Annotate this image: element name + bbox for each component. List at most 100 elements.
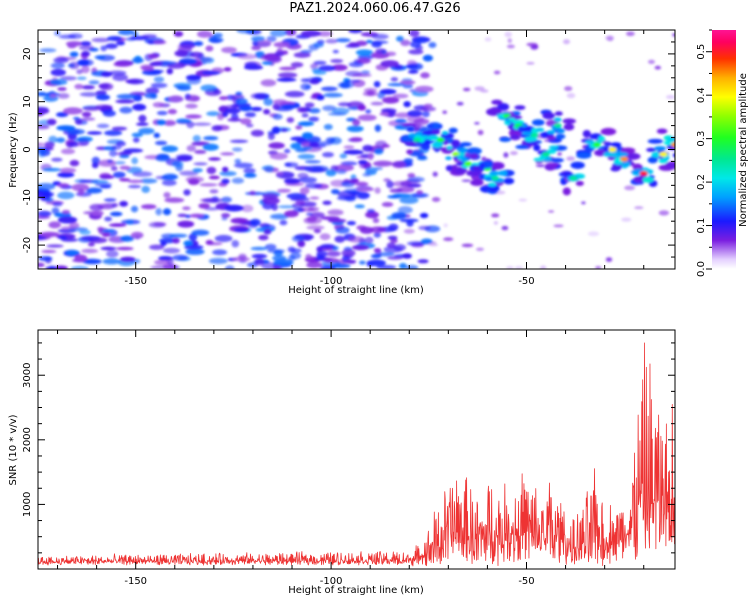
- spectrogram-noise-cell: [335, 226, 350, 234]
- spectrogram-noise-cell: [185, 103, 198, 109]
- spectrogram-noise-cell: [155, 140, 168, 146]
- spectrogram-signal-cell: [469, 153, 479, 159]
- spectrogram-noise-cell: [370, 254, 382, 259]
- spectrogram-noise-cell: [310, 63, 318, 70]
- spectrogram-noise-cell: [322, 200, 332, 205]
- spectrogram-noise-cell: [474, 122, 480, 125]
- spectrogram-signal-cell: [562, 118, 576, 124]
- spectrogram-noise-cell: [407, 173, 416, 178]
- spectrogram-noise-cell: [130, 205, 139, 213]
- spectrogram-signal-cell: [503, 177, 515, 185]
- spectrogram-noise-cell: [230, 217, 247, 224]
- spectrogram-noise-cell: [231, 240, 240, 248]
- spectrogram-noise-cell: [192, 168, 203, 173]
- spectrogram-noise-cell: [346, 221, 356, 226]
- spectrogram-noise-cell: [414, 85, 434, 93]
- spectrogram-noise-cell: [42, 168, 62, 172]
- spectrogram-noise-cell: [266, 35, 277, 43]
- spectrogram-noise-cell: [386, 180, 394, 189]
- spectrogram-noise-cell: [272, 265, 282, 269]
- spectrogram-noise-cell: [199, 183, 218, 187]
- spectrogram-noise-cell: [341, 249, 356, 257]
- spectrogram-noise-cell: [356, 186, 374, 192]
- snr-x-tick-label: -100: [320, 576, 343, 587]
- spectrogram-noise-cell: [387, 256, 403, 260]
- spectrogram-noise-cell: [58, 34, 76, 39]
- spectrogram-noise-cell: [63, 107, 83, 115]
- spectrogram-noise-cell: [69, 141, 79, 148]
- snr-y-tick-label: 2000: [22, 427, 33, 452]
- spectrogram-noise-cell: [81, 51, 91, 57]
- spectrogram-noise-cell: [358, 160, 368, 165]
- spectrogram-signal-cell: [554, 111, 563, 116]
- spectrogram-signal-peak: [491, 175, 500, 181]
- spectrogram-noise-cell: [320, 243, 336, 249]
- spectrogram-noise-cell: [297, 240, 306, 248]
- spectrogram-noise-cell: [213, 32, 223, 38]
- spectrogram-noise-cell: [186, 145, 197, 152]
- spectrogram-noise-cell: [391, 212, 407, 220]
- spectrogram-noise-cell: [138, 114, 147, 123]
- spectrogram-signal-peak: [569, 175, 578, 181]
- spectrogram-noise-cell: [626, 31, 635, 37]
- spectrogram-noise-cell: [268, 142, 285, 149]
- spectrogram-noise-cell: [104, 130, 123, 136]
- spectrogram-noise-cell: [418, 225, 432, 231]
- spectrogram-noise-cell: [416, 37, 428, 44]
- spectrogram-signal-cell: [479, 162, 486, 170]
- spectrogram-noise-cell: [119, 106, 133, 114]
- spectrogram-signal-cell: [445, 156, 452, 161]
- spectrogram-signal-cell: [642, 176, 654, 183]
- spectrogram-noise-cell: [284, 210, 299, 218]
- spectrogram-noise-cell: [177, 220, 195, 228]
- spectrogram-noise-cell: [267, 132, 275, 141]
- spectrogram-noise-cell: [272, 103, 280, 110]
- spectrogram-signal-cell: [470, 179, 484, 187]
- spectrogram-signal-cell: [658, 158, 668, 164]
- spectrogram-noise-cell: [131, 31, 139, 37]
- spectrogram-signal-cell: [682, 139, 691, 143]
- spectrogram-noise-cell: [373, 232, 381, 238]
- spectrogram-signal-cell: [545, 162, 559, 167]
- spectrogram-noise-cell: [309, 196, 320, 200]
- spectrogram-noise-cell: [136, 122, 149, 126]
- spectrogram-signal-cell: [542, 112, 555, 120]
- spectrogram-noise-cell: [325, 137, 336, 144]
- spectrogram-noise-cell: [99, 175, 115, 179]
- spectrogram-noise-cell: [461, 243, 474, 248]
- colorbar: 0.0 0.1 0.2 0.3 0.4 0.5 Normalized spectral a…: [696, 29, 749, 277]
- spectrogram-noise-cell: [240, 105, 253, 112]
- spectrogram-signal-cell: [679, 145, 688, 153]
- spectrogram-noise-cell: [274, 50, 285, 57]
- spectrogram-noise-cell: [245, 123, 254, 128]
- spectrogram-noise-cell: [388, 223, 399, 231]
- spectrogram-noise-cell: [634, 206, 644, 210]
- spectrogram-noise-cell: [153, 132, 160, 138]
- spectrogram-noise-cell: [346, 125, 364, 132]
- spectrogram-noise-cell: [393, 244, 407, 251]
- spectrogram-signal-peak: [639, 171, 648, 176]
- spectrogram-noise-cell: [322, 152, 334, 158]
- spectrogram-noise-cell: [277, 72, 298, 78]
- spectrogram-noise-cell: [365, 109, 372, 114]
- spectrogram-noise-cell: [337, 81, 355, 89]
- spectrogram-noise-cell: [293, 52, 311, 58]
- spectrogram-noise-cell: [326, 250, 341, 257]
- spectrogram-noise-cell: [273, 259, 294, 266]
- spectrogram-noise-cell: [443, 223, 448, 228]
- spectrogram-noise-cell: [57, 216, 78, 224]
- spectrogram-noise-cell: [258, 234, 269, 241]
- spectrogram-noise-cell: [206, 166, 217, 175]
- spectrogram-noise-cell: [290, 197, 310, 202]
- spectrogram-noise-cell: [428, 42, 437, 48]
- spectrogram-signal-cell: [603, 141, 612, 146]
- spectrogram-noise-cell: [387, 83, 406, 87]
- spectrogram-noise-cell: [297, 121, 315, 127]
- spectrogram-noise-cell: [208, 257, 228, 265]
- spectrogram-noise-cell: [202, 143, 219, 151]
- spectrogram-noise-cell: [334, 235, 346, 243]
- spectrogram-noise-cell: [348, 236, 365, 243]
- spectrogram-noise-cell: [56, 137, 66, 143]
- spectrogram-noise-cell: [155, 208, 162, 216]
- spectrogram-noise-cell: [126, 219, 134, 225]
